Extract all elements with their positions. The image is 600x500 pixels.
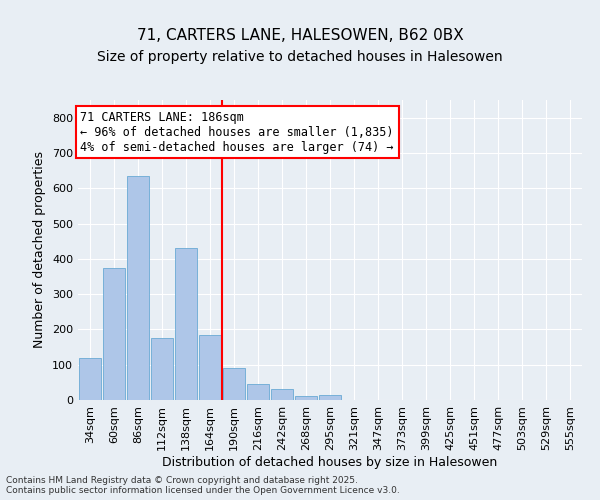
- Bar: [127, 176, 149, 400]
- Text: Size of property relative to detached houses in Halesowen: Size of property relative to detached ho…: [97, 50, 503, 64]
- Text: 71 CARTERS LANE: 186sqm
← 96% of detached houses are smaller (1,835)
4% of semi-: 71 CARTERS LANE: 186sqm ← 96% of detache…: [80, 110, 394, 154]
- Bar: [79, 358, 101, 400]
- Bar: [247, 384, 269, 400]
- Text: 71, CARTERS LANE, HALESOWEN, B62 0BX: 71, CARTERS LANE, HALESOWEN, B62 0BX: [137, 28, 463, 42]
- Bar: [151, 338, 173, 400]
- Bar: [223, 368, 245, 400]
- Y-axis label: Number of detached properties: Number of detached properties: [34, 152, 46, 348]
- Bar: [175, 248, 197, 400]
- Bar: [295, 396, 317, 400]
- Bar: [199, 334, 221, 400]
- Text: Contains HM Land Registry data © Crown copyright and database right 2025.
Contai: Contains HM Land Registry data © Crown c…: [6, 476, 400, 495]
- Bar: [319, 394, 341, 400]
- X-axis label: Distribution of detached houses by size in Halesowen: Distribution of detached houses by size …: [163, 456, 497, 468]
- Bar: [103, 268, 125, 400]
- Bar: [271, 390, 293, 400]
